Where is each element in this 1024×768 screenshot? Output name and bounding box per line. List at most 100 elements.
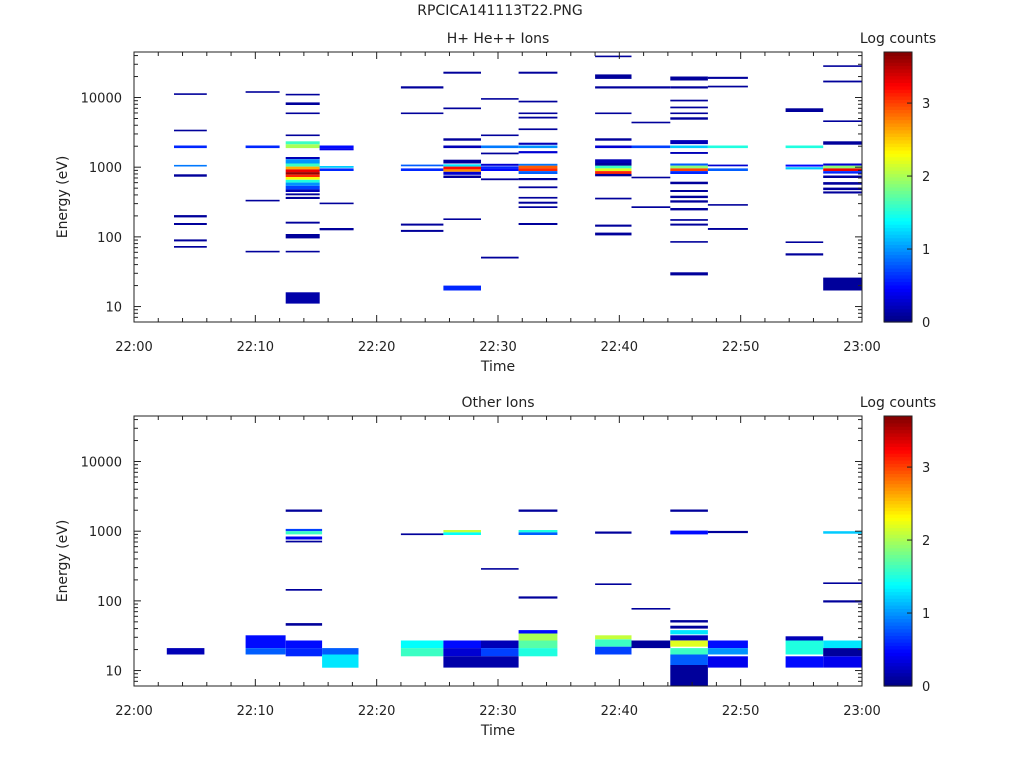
heatmap-cell xyxy=(595,173,632,177)
heatmap-cell xyxy=(174,164,207,167)
colorbar-swatch xyxy=(884,122,912,127)
plot-frame xyxy=(133,51,863,323)
colorbar-swatch xyxy=(884,547,912,552)
heatmap-cell xyxy=(785,167,824,170)
heatmap-cell xyxy=(707,228,748,230)
colorbar-swatch xyxy=(884,601,912,606)
heatmap-cell xyxy=(285,182,320,186)
colorbar-swatch xyxy=(884,459,912,464)
colorbar-swatch xyxy=(884,244,912,249)
heatmap-cell xyxy=(595,165,632,169)
heatmap-cell xyxy=(245,250,280,253)
heatmap-cell xyxy=(443,171,481,175)
heatmap-cell xyxy=(481,656,519,668)
colorbar-swatch xyxy=(884,466,912,471)
colorbar-swatch xyxy=(884,254,912,259)
x-tick-label: 22:00 xyxy=(115,704,152,719)
figure-title: RPCICA141113T22.PNG xyxy=(417,3,583,19)
colorbar-swatch xyxy=(884,139,912,144)
heatmap-cell xyxy=(400,223,444,226)
colorbar-swatch xyxy=(884,665,912,670)
colorbar-swatch xyxy=(884,183,912,188)
heatmap-cell xyxy=(400,164,444,167)
heatmap-cell xyxy=(670,99,708,102)
heatmap-cell xyxy=(670,509,708,512)
heatmap-cell xyxy=(481,166,519,169)
heatmap-cell xyxy=(823,165,862,169)
heatmap-cell xyxy=(285,531,323,535)
colorbar-swatch xyxy=(884,288,912,293)
heatmap-cell xyxy=(670,648,708,655)
colorbar-tick-label: 0 xyxy=(922,316,930,331)
colorbar-swatch xyxy=(884,318,912,323)
colorbar-swatch xyxy=(884,153,912,158)
colorbar-frame xyxy=(883,415,913,687)
heatmap-cell xyxy=(631,145,671,149)
heatmap-cell xyxy=(319,145,354,149)
y-tick-label: 1000 xyxy=(89,525,122,540)
heatmap-cell xyxy=(400,86,444,89)
colorbar-swatch xyxy=(884,422,912,427)
heatmap-cell xyxy=(400,168,444,171)
heatmap-cell xyxy=(285,169,320,173)
heatmap-cell xyxy=(631,86,671,89)
heatmap-cell xyxy=(518,128,558,131)
colorbar-swatch xyxy=(884,264,912,269)
colorbar-swatch xyxy=(884,524,912,528)
colorbar-swatch xyxy=(884,652,912,657)
colorbar-swatch xyxy=(884,315,912,320)
heatmap-cell xyxy=(443,532,481,535)
colorbar-swatch xyxy=(884,520,912,525)
colorbar-swatch xyxy=(884,301,912,306)
colorbar-swatch xyxy=(884,109,912,114)
heatmap-cell xyxy=(595,224,632,227)
colorbar-swatch xyxy=(884,544,912,549)
heatmap-cell xyxy=(595,74,632,79)
heatmap-cell xyxy=(823,191,862,194)
heatmap-cell xyxy=(174,215,207,218)
y-axis: 10 100 1000 10000 Energy (eV) xyxy=(55,55,862,323)
heatmap-cell xyxy=(823,187,862,191)
x-tick-label: 22:10 xyxy=(237,704,274,719)
colorbar-swatch xyxy=(884,119,912,124)
colorbar-tick-label: 2 xyxy=(922,170,930,185)
colorbar-swatch xyxy=(884,682,912,687)
colorbar-swatch xyxy=(884,197,912,202)
colorbar-swatch xyxy=(884,116,912,121)
heatmap-cell xyxy=(285,221,320,224)
colorbar-swatch xyxy=(884,635,912,640)
heatmap-cell xyxy=(670,106,708,109)
colorbar-swatch xyxy=(884,193,912,198)
heatmap-cell xyxy=(631,206,671,208)
heatmap-cell xyxy=(707,145,748,149)
heatmap-cell xyxy=(823,656,862,668)
heatmap-cell xyxy=(400,229,444,232)
x-tick-label: 22:50 xyxy=(722,704,759,719)
heatmap-cell xyxy=(631,121,671,124)
heatmap-cell xyxy=(785,656,824,668)
heatmap-cell xyxy=(670,223,708,226)
heatmap-cell xyxy=(443,648,481,657)
colorbar-swatch xyxy=(884,557,912,562)
colorbar-swatch xyxy=(884,503,912,508)
heatmap-cell xyxy=(481,98,519,100)
colorbar-swatch xyxy=(884,581,912,586)
heatmap-cell xyxy=(670,140,708,145)
colorbar-swatch xyxy=(884,490,912,495)
y-tick-label: 10 xyxy=(105,665,122,680)
colorbar-swatch xyxy=(884,480,912,485)
heatmap-cell xyxy=(322,654,359,668)
heatmap-cell xyxy=(595,197,632,200)
heatmap-cell xyxy=(670,208,708,211)
colorbar-swatch xyxy=(884,537,912,542)
heatmap-cell xyxy=(285,112,320,115)
heatmap-cell xyxy=(174,129,207,132)
heatmap-cell xyxy=(595,145,632,149)
heatmap-cell xyxy=(631,640,671,649)
heatmap-cell xyxy=(785,108,824,112)
heatmap-cell xyxy=(285,623,323,626)
heatmap-cell xyxy=(707,76,748,79)
colorbar-swatch xyxy=(884,638,912,643)
colorbar-swatch xyxy=(884,251,912,256)
colorbar-swatch xyxy=(884,170,912,175)
